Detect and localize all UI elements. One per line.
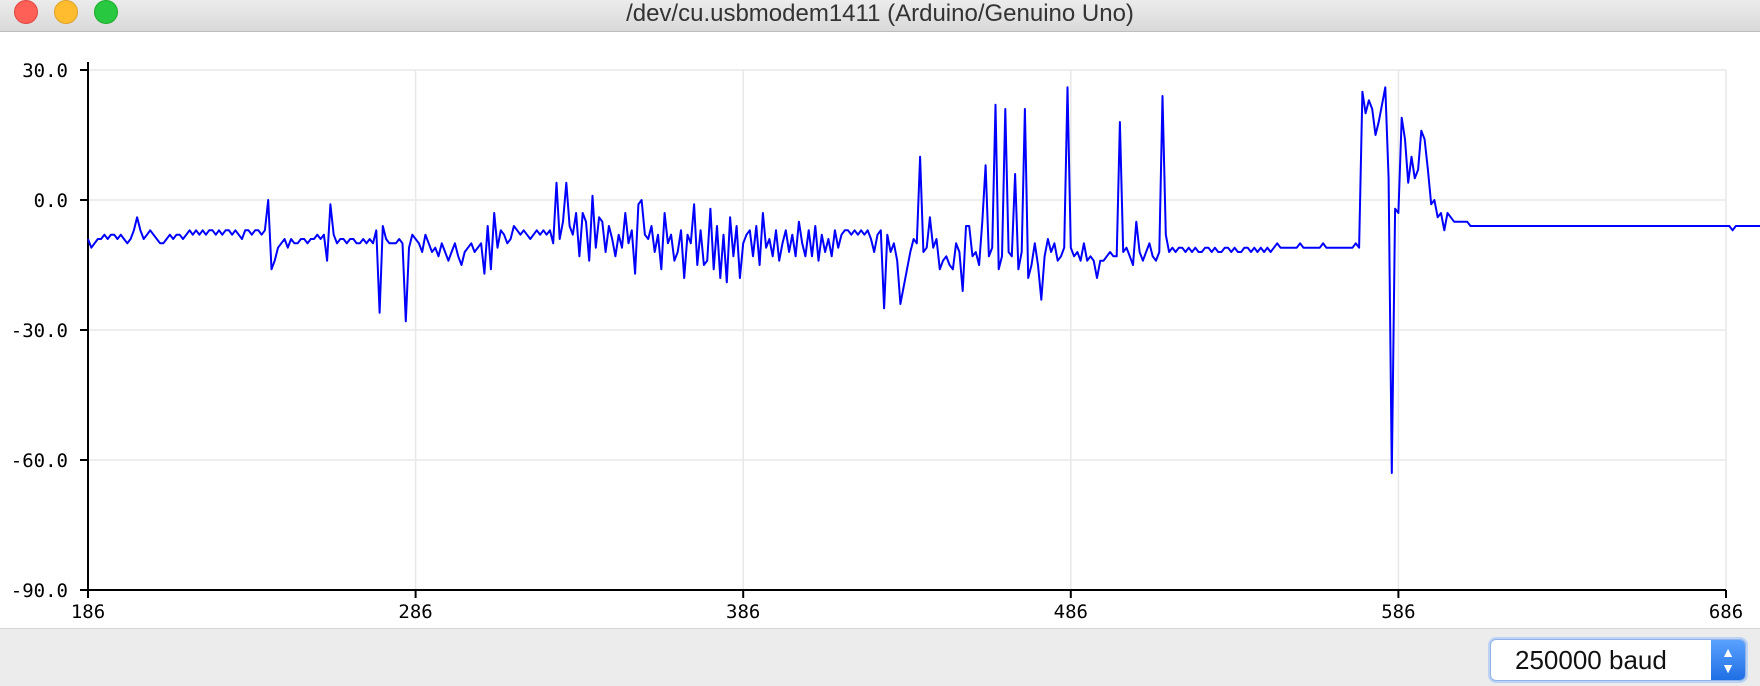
y-tick-label: -90.0 [11,580,68,602]
y-tick-label: -60.0 [11,450,68,472]
minimize-window-button[interactable] [54,0,78,24]
bottom-toolbar: 250000 baud ▲ ▼ [0,628,1760,686]
close-window-button[interactable] [14,0,38,24]
serial-plotter-area: 30.0 0.0 -30.0 -60.0 -90.0 186 286 386 486 586 686 [0,32,1760,628]
baud-rate-select[interactable]: 250000 baud ▲ ▼ [1490,639,1746,681]
y-tick-label: 30.0 [22,60,68,82]
x-tick-label: 386 [726,601,760,623]
x-tick-label: 286 [398,601,432,623]
baud-rate-value: 250000 baud [1515,645,1667,675]
x-tick-label: 586 [1381,601,1415,623]
x-tick-label: 486 [1054,601,1088,623]
series-line-serial [87,86,1760,474]
y-tick-label: 0.0 [34,190,68,212]
title-bar: /dev/cu.usbmodem1411 (Arduino/Genuino Un… [0,0,1760,32]
up-down-chevron-icon[interactable]: ▲ ▼ [1711,640,1745,680]
y-tick-label: -30.0 [11,320,68,342]
x-tick-label: 686 [1709,601,1743,623]
zoom-window-button[interactable] [94,0,118,24]
window-title: /dev/cu.usbmodem1411 (Arduino/Genuino Un… [626,0,1134,27]
x-tick-label: 186 [71,601,105,623]
